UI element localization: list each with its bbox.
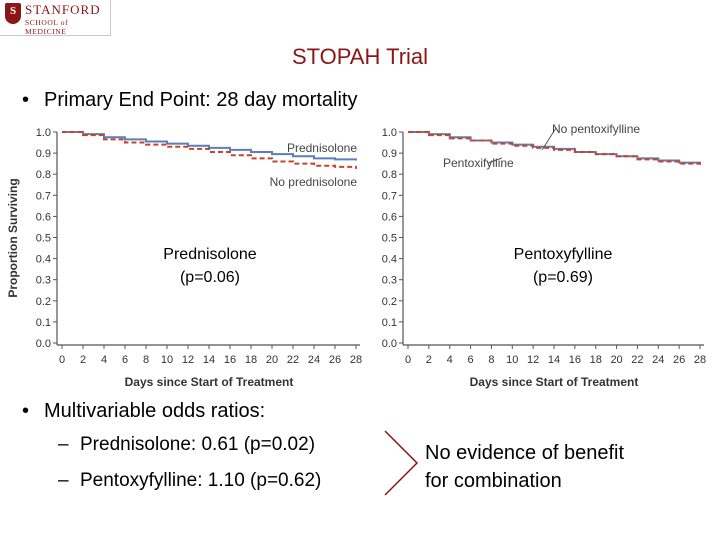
series-label: Prednisolone [287, 141, 357, 155]
chart-annotation-line1: Prednisolone [163, 246, 257, 263]
y-tick-label: 0.2 [36, 296, 51, 308]
greater-than-bracket [384, 430, 419, 496]
x-tick-label: 8 [143, 354, 149, 366]
y-tick-label: 0.8 [36, 169, 51, 181]
y-tick-label: 0.3 [382, 275, 397, 287]
series-line-1 [408, 131, 701, 165]
y-tick-label: 0.6 [382, 211, 397, 223]
x-tick-label: 16 [569, 354, 581, 366]
stanford-logo: S STANFORD SCHOOL of MEDICINE [0, 0, 111, 36]
x-tick-label: 24 [308, 354, 320, 366]
y-tick-label: 1.0 [36, 127, 51, 139]
x-tick-label: 2 [80, 354, 86, 366]
y-tick-label: 0.7 [36, 190, 51, 202]
y-tick-label: 0.9 [36, 148, 51, 160]
y-tick-label: 0.1 [382, 317, 397, 329]
y-tick-label: 0.1 [36, 317, 51, 329]
x-tick-label: 10 [161, 354, 173, 366]
logo-line1: STANFORD [25, 2, 101, 17]
multivariable-text: Multivariable odds ratios: [44, 400, 266, 422]
series-line-1 [62, 131, 357, 169]
y-tick-label: 0.9 [382, 148, 397, 160]
dash: – [58, 434, 69, 455]
x-tick-label: 10 [506, 354, 518, 366]
x-tick-label: 20 [610, 354, 622, 366]
x-tick-label: 26 [329, 354, 341, 366]
chart-annotation-line2: (p=0.69) [533, 269, 593, 286]
note-line1: No evidence of benefit [425, 442, 625, 464]
x-tick-label: 26 [673, 354, 685, 366]
x-tick-label: 2 [426, 354, 432, 366]
note-line2: for combination [425, 470, 562, 492]
x-tick-label: 22 [631, 354, 643, 366]
sub-bullet-pentoxyfylline: – Pentoxyfylline: 1.10 (p=0.62) [58, 470, 321, 492]
y-tick-label: 1.0 [382, 127, 397, 139]
x-tick-label: 8 [488, 354, 494, 366]
x-tick-label: 12 [527, 354, 539, 366]
y-tick-label: 0.5 [382, 233, 397, 245]
prednisolone-odds-text: Prednisolone: 0.61 (p=0.02) [80, 434, 316, 455]
x-axis-label: Days since Start of Treatment [125, 375, 294, 389]
x-tick-label: 18 [590, 354, 602, 366]
x-tick-label: 12 [182, 354, 194, 366]
x-tick-label: 24 [652, 354, 664, 366]
x-tick-label: 14 [548, 354, 560, 366]
x-tick-label: 22 [287, 354, 299, 366]
series-line-0 [62, 131, 357, 161]
shield-letter: S [9, 5, 17, 17]
x-tick-label: 28 [694, 354, 706, 366]
pentoxifylline-chart: 0.00.10.20.30.40.50.60.70.80.91.00 2 4 6 8 10… [382, 122, 706, 389]
x-tick-label: 28 [350, 354, 362, 366]
series-label: No pentoxifylline [552, 122, 640, 136]
x-tick-label: 0 [59, 354, 65, 366]
primary-endpoint-text: Primary End Point: 28 day mortality [44, 89, 358, 111]
multivariable-bullet: • Multivariable odds ratios: [22, 400, 265, 423]
y-tick-label: 0.0 [36, 338, 51, 350]
chart-annotation-line2: (p=0.06) [180, 269, 240, 286]
logo-line2: SCHOOL of MEDICINE [25, 18, 69, 36]
y-tick-label: 0.5 [36, 233, 51, 245]
x-axis-label: Days since Start of Treatment [470, 375, 639, 389]
survival-charts: 0.00.10.20.30.40.50.60.70.80.91.00 2 4 6 8 10… [6, 122, 706, 389]
slide-title: STOPAH Trial [291, 44, 429, 69]
chart-annotation-line1: Pentoxyfylline [514, 246, 613, 263]
y-axis-label: Proportion Surviving [6, 178, 20, 297]
y-tick-label: 0.4 [382, 254, 397, 266]
y-tick-label: 0.8 [382, 169, 397, 181]
y-tick-label: 0.7 [382, 190, 397, 202]
x-tick-label: 20 [266, 354, 278, 366]
x-tick-label: 4 [447, 354, 453, 366]
x-tick-label: 14 [203, 354, 215, 366]
sub-bullet-prednisolone: – Prednisolone: 0.61 (p=0.02) [58, 434, 315, 456]
prednisolone-chart: 0.00.10.20.30.40.50.60.70.80.91.00 2 4 6 8 10… [6, 127, 362, 389]
y-tick-label: 0.6 [36, 211, 51, 223]
x-tick-label: 4 [101, 354, 107, 366]
y-tick-label: 0.0 [382, 338, 397, 350]
series-label: Pentoxifylline [443, 156, 514, 170]
dash: – [58, 470, 69, 491]
pentoxyfylline-odds-text: Pentoxyfylline: 1.10 (p=0.62) [80, 470, 322, 491]
x-tick-label: 6 [122, 354, 128, 366]
series-label: No prednisolone [270, 175, 358, 189]
y-tick-label: 0.2 [382, 296, 397, 308]
label-pointer [487, 157, 503, 164]
x-tick-label: 0 [405, 354, 411, 366]
combination-note: No evidence of benefit for combination [425, 439, 624, 495]
bullet-dot: • [22, 400, 30, 422]
x-tick-label: 18 [245, 354, 257, 366]
stanford-shield-icon: S [5, 3, 21, 24]
y-tick-label: 0.3 [36, 275, 51, 287]
label-pointer [541, 127, 557, 151]
x-tick-label: 6 [468, 354, 474, 366]
x-tick-label: 16 [224, 354, 236, 366]
bullet-dot: • [22, 89, 30, 111]
y-tick-label: 0.4 [36, 254, 51, 266]
primary-endpoint-bullet: • Primary End Point: 28 day mortality [22, 89, 357, 112]
